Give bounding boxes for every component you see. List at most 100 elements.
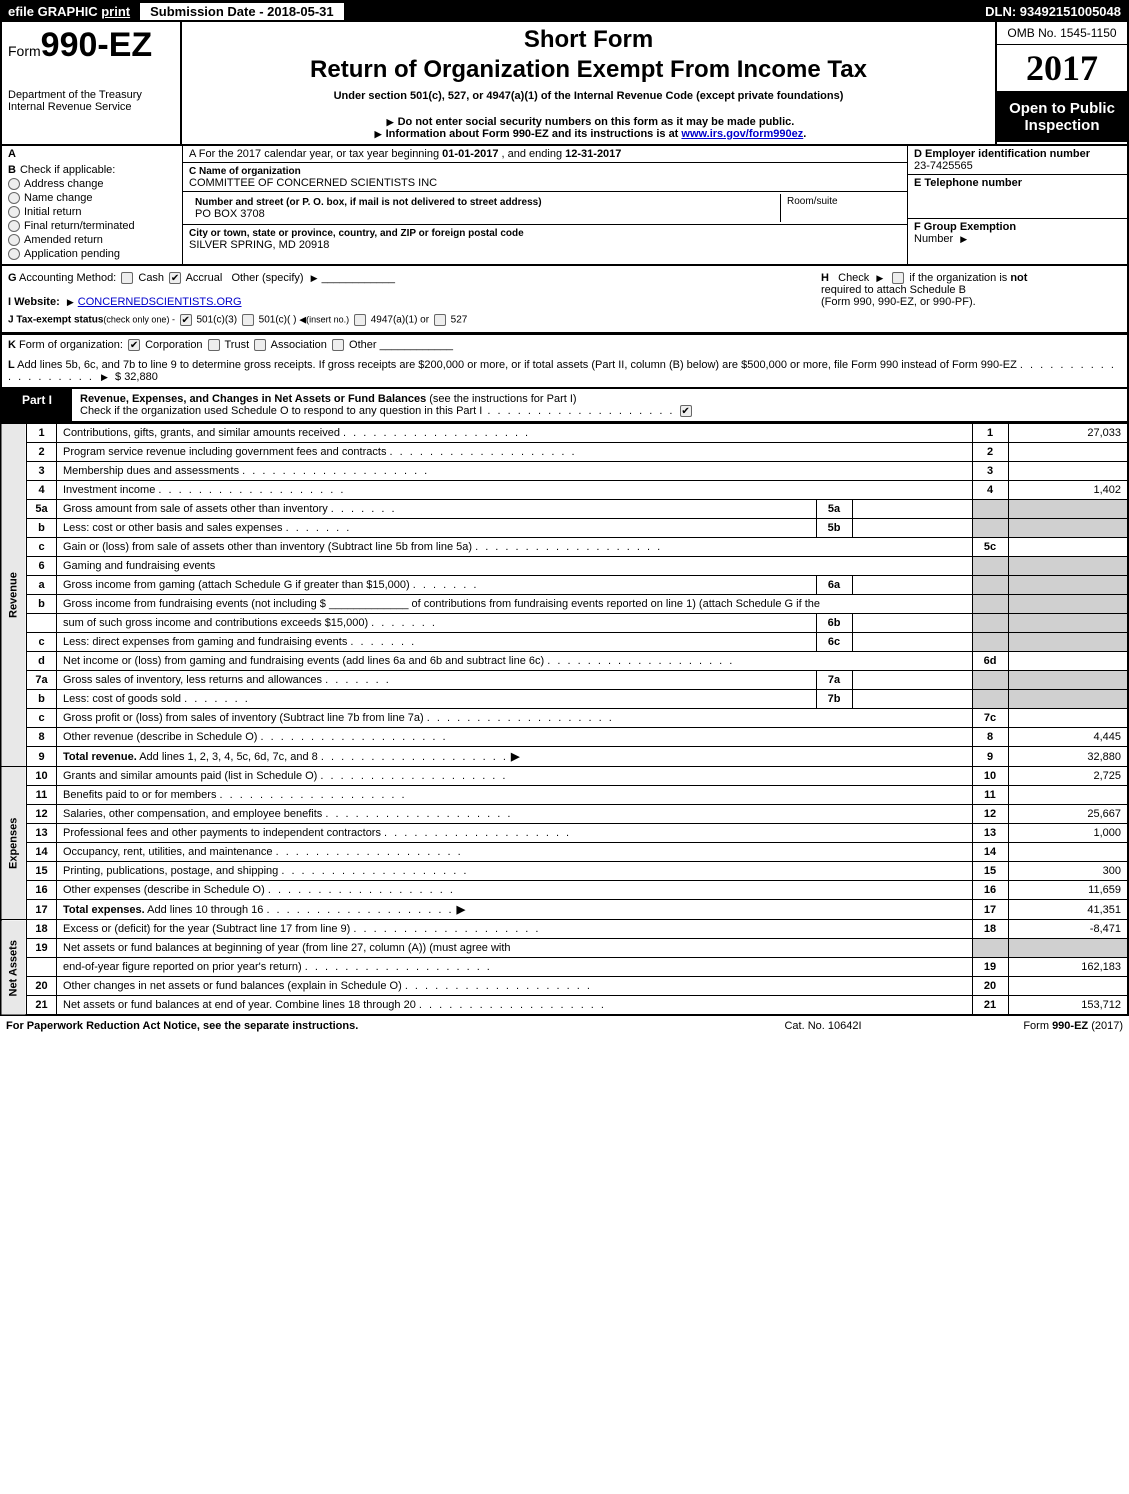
line-desc: Total expenses. Add lines 10 through 16 … (57, 900, 973, 920)
l-amount: $ 32,880 (115, 371, 158, 383)
b-checkbox-1[interactable] (8, 192, 20, 204)
part1-title-rest: (see the instructions for Part I) (426, 393, 576, 405)
donot-line: Do not enter social security numbers on … (194, 116, 983, 128)
a-begin: 01-01-2017 (442, 148, 498, 160)
radio-trust[interactable] (208, 339, 220, 351)
section-b-checklist: A BCheck if applicable: Address changeNa… (2, 146, 182, 264)
right-val: 300 (1008, 862, 1128, 881)
line-row: bLess: cost of goods sold 7b (1, 690, 1128, 709)
info-link[interactable]: www.irs.gov/form990ez (681, 128, 803, 140)
h-check: H Check if the organization is not requi… (821, 272, 1121, 326)
line-a-prefix: A (8, 148, 16, 160)
sub-value (852, 671, 972, 690)
radio-4947[interactable] (354, 314, 366, 326)
line-row: dNet income or (loss) from gaming and fu… (1, 652, 1128, 671)
radio-501c3[interactable] (180, 314, 192, 326)
line-row: 4Investment income 41,402 (1, 481, 1128, 500)
right-num: 14 (972, 843, 1008, 862)
city-label: City or town, state or province, country… (189, 228, 524, 239)
j-4947: 4947(a)(1) or (371, 315, 429, 326)
b-checkbox-4[interactable] (8, 234, 20, 246)
efile-graphic: GRAPHIC (38, 4, 98, 19)
radio-501c[interactable] (242, 314, 254, 326)
submission-date: Submission Date - 2018-05-31 (138, 1, 346, 22)
g-cash: Cash (138, 272, 164, 284)
b-checkbox-0[interactable] (8, 178, 20, 190)
right-num: 2 (972, 443, 1008, 462)
sub-value (852, 500, 972, 519)
radio-other[interactable] (332, 339, 344, 351)
right-val (1008, 443, 1128, 462)
efile-label: efile GRAPHIC print (0, 2, 138, 21)
radio-assoc[interactable] (254, 339, 266, 351)
right-val-shade (1008, 633, 1128, 652)
line-row: end-of-year figure reported on prior yea… (1, 958, 1128, 977)
form-num: 990-EZ (41, 26, 153, 64)
line-number: 3 (27, 462, 57, 481)
radio-accrual[interactable] (169, 272, 181, 284)
section-a-f: A BCheck if applicable: Address changeNa… (0, 146, 1129, 266)
f-group-box: F Group Exemption Number (908, 219, 1127, 247)
a-mid: , and ending (502, 148, 566, 160)
footer-catno: Cat. No. 10642I (723, 1020, 923, 1032)
line-number: b (27, 595, 57, 614)
website-link[interactable]: CONCERNEDSCIENTISTS.ORG (78, 296, 242, 308)
letter-g: G (8, 272, 17, 284)
radio-cash[interactable] (121, 272, 133, 284)
j-501c: 501(c)( ) (259, 315, 297, 326)
right-val: 153,712 (1008, 996, 1128, 1016)
b-checkbox-3[interactable] (8, 220, 20, 232)
info-line: Information about Form 990-EZ and its in… (194, 128, 983, 140)
right-num: 10 (972, 767, 1008, 786)
line-number: 8 (27, 728, 57, 747)
line-number: 13 (27, 824, 57, 843)
line-number: 18 (27, 920, 57, 939)
org-name: COMMITTEE OF CONCERNED SCIENTISTS INC (189, 177, 437, 189)
line-number: 16 (27, 881, 57, 900)
right-num: 4 (972, 481, 1008, 500)
h-checkbox[interactable] (892, 272, 904, 284)
radio-527[interactable] (434, 314, 446, 326)
line-desc: Gross sales of inventory, less returns a… (57, 671, 817, 690)
letter-i: I Website: (8, 296, 60, 308)
header-left: Form990-EZ Department of the Treasury In… (2, 22, 182, 144)
b-item-label: Name change (24, 192, 93, 204)
line-desc: Benefits paid to or for members (57, 786, 973, 805)
b-checkbox-2[interactable] (8, 206, 20, 218)
c-name-box: C Name of organization COMMITTEE OF CONC… (183, 162, 907, 191)
line-row: cGross profit or (loss) from sales of in… (1, 709, 1128, 728)
right-num: 11 (972, 786, 1008, 805)
footer: For Paperwork Reduction Act Notice, see … (0, 1016, 1129, 1036)
part1-checkbox[interactable] (680, 405, 692, 417)
right-val (1008, 977, 1128, 996)
h-text3: (Form 990, 990-EZ, or 990-PF). (821, 296, 976, 308)
right-num: 15 (972, 862, 1008, 881)
part1-header: Part I Revenue, Expenses, and Changes in… (0, 387, 1129, 423)
d-ein-box: D Employer identification number 23-7425… (908, 146, 1127, 175)
room-label: Room/suite (787, 196, 838, 207)
b-item-label: Address change (24, 178, 104, 190)
form-prefix: Form (8, 43, 41, 59)
line-number: c (27, 633, 57, 652)
city-box: City or town, state or province, country… (183, 224, 907, 253)
letter-b: B (8, 164, 16, 176)
letter-h: H (821, 272, 829, 284)
letter-j: J Tax-exempt status (8, 315, 103, 326)
line-row: cGain or (loss) from sale of assets othe… (1, 538, 1128, 557)
part1-label: Part I (2, 389, 72, 421)
line-row: 15Printing, publications, postage, and s… (1, 862, 1128, 881)
footer-right: Form 990-EZ (2017) (923, 1020, 1123, 1032)
right-num-shade (972, 519, 1008, 538)
k-text: Form of organization: (16, 339, 123, 351)
print-link[interactable]: print (101, 4, 130, 19)
b-checkbox-5[interactable] (8, 248, 20, 260)
line-row: 7aGross sales of inventory, less returns… (1, 671, 1128, 690)
line-desc: Less: cost or other basis and sales expe… (57, 519, 817, 538)
line-row: sum of such gross income and contributio… (1, 614, 1128, 633)
line-number: 5a (27, 500, 57, 519)
radio-corp[interactable] (128, 339, 140, 351)
right-val-shade (1008, 500, 1128, 519)
right-val: 41,351 (1008, 900, 1128, 920)
right-val (1008, 652, 1128, 671)
b-item-0: Address change (8, 178, 176, 190)
